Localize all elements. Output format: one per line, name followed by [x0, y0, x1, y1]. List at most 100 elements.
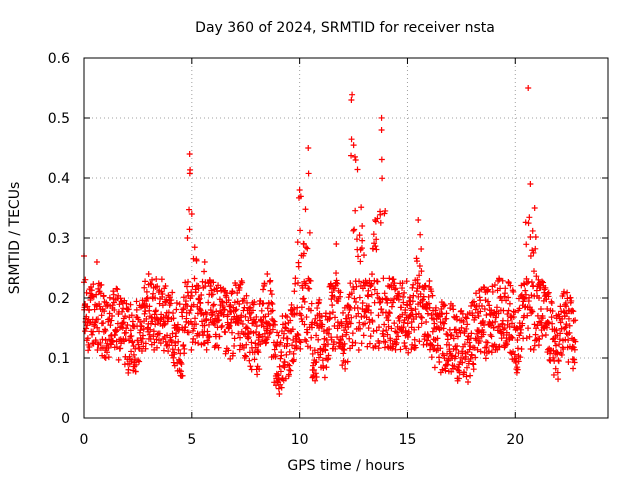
data-point — [560, 345, 567, 352]
data-point — [385, 317, 392, 324]
data-point — [549, 308, 556, 315]
data-point — [359, 237, 366, 244]
data-point — [380, 275, 387, 282]
data-point — [221, 288, 228, 295]
data-point — [505, 307, 512, 314]
data-point — [316, 296, 323, 303]
data-point — [94, 324, 101, 331]
data-point — [107, 332, 114, 339]
data-point — [369, 318, 376, 325]
data-point — [504, 341, 511, 348]
data-point — [391, 320, 398, 327]
data-point — [418, 268, 425, 275]
data-point — [106, 336, 113, 343]
data-point — [207, 307, 214, 314]
data-point — [428, 341, 435, 348]
data-point — [348, 136, 355, 143]
data-point — [458, 324, 465, 331]
data-point — [253, 313, 260, 320]
data-point — [443, 310, 450, 317]
data-point — [287, 367, 294, 374]
data-point — [513, 369, 520, 376]
data-point — [297, 339, 304, 346]
data-point — [87, 319, 94, 325]
data-point — [380, 328, 387, 335]
data-point — [568, 297, 575, 304]
data-point — [395, 333, 402, 340]
data-point — [409, 298, 416, 305]
data-point — [264, 334, 271, 341]
data-point — [192, 289, 199, 296]
data-point — [145, 271, 152, 277]
data-point — [486, 319, 493, 325]
data-point — [282, 320, 289, 327]
data-point — [110, 291, 117, 298]
data-point — [365, 307, 372, 313]
data-point — [274, 329, 281, 336]
data-point — [191, 275, 198, 282]
data-point — [102, 337, 109, 343]
data-point — [474, 346, 481, 353]
data-point — [566, 329, 573, 336]
data-point — [536, 336, 543, 343]
data-point — [384, 331, 391, 338]
data-point — [192, 315, 199, 322]
data-point — [240, 344, 247, 351]
data-point — [260, 323, 267, 330]
data-point — [295, 332, 302, 339]
data-point — [300, 241, 307, 247]
data-point — [530, 268, 537, 275]
data-point — [182, 298, 189, 305]
data-point — [525, 85, 532, 91]
data-point — [393, 329, 400, 336]
data-point — [122, 336, 129, 343]
data-point — [558, 351, 565, 358]
data-point — [164, 332, 171, 339]
data-point — [376, 299, 383, 306]
data-point — [514, 366, 521, 373]
data-point — [121, 297, 128, 304]
data-point — [530, 346, 537, 353]
data-point — [139, 332, 146, 339]
data-point — [527, 234, 534, 241]
data-point — [325, 352, 332, 359]
data-point — [539, 315, 546, 322]
data-point — [169, 289, 176, 296]
data-point — [214, 288, 221, 295]
data-point — [543, 324, 550, 331]
data-point — [343, 315, 350, 322]
data-point — [526, 333, 533, 340]
data-point — [410, 292, 417, 299]
plot-frame — [83, 57, 609, 419]
data-point — [244, 299, 251, 306]
data-point — [386, 309, 393, 316]
data-point — [83, 289, 90, 296]
data-point — [485, 286, 492, 293]
data-point — [359, 300, 366, 307]
data-point — [445, 356, 452, 363]
data-point — [528, 292, 535, 299]
data-point — [545, 289, 552, 296]
data-point — [243, 341, 250, 348]
data-point — [484, 339, 491, 346]
data-point — [185, 278, 192, 285]
data-point — [320, 365, 327, 372]
data-point — [86, 307, 93, 314]
data-point — [292, 280, 299, 287]
data-point — [352, 207, 359, 214]
data-point — [384, 343, 391, 350]
data-point — [378, 114, 385, 121]
data-point — [506, 300, 513, 307]
data-point — [326, 326, 333, 333]
data-point — [333, 270, 340, 277]
data-point — [378, 306, 385, 313]
data-point — [518, 326, 525, 333]
data-point — [529, 227, 536, 234]
data-point — [567, 294, 574, 301]
data-point — [426, 304, 433, 311]
data-point — [381, 290, 388, 297]
data-point — [227, 301, 234, 308]
data-point — [143, 315, 150, 322]
data-point — [418, 320, 425, 327]
data-point — [508, 320, 515, 327]
